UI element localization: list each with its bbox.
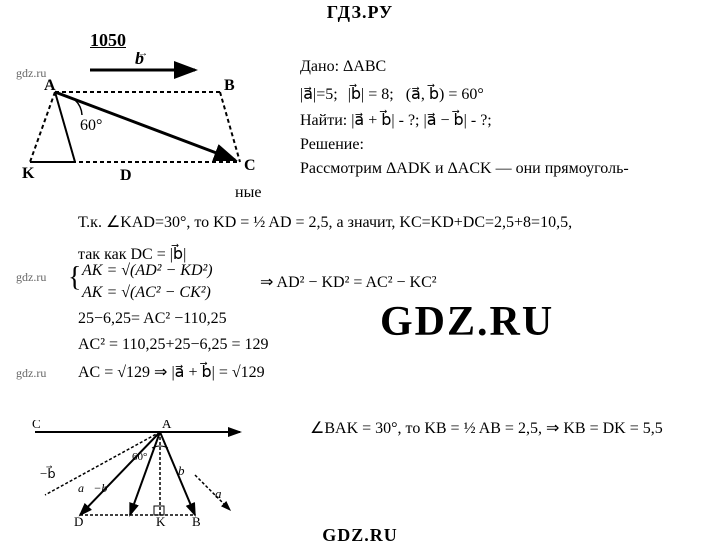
- big-watermark: GDZ.RU: [380, 298, 554, 346]
- svg-text:C: C: [244, 157, 256, 174]
- svg-text:−b⃗: −b⃗: [40, 466, 56, 481]
- svg-text:60°: 60°: [80, 117, 102, 134]
- svg-text:B: B: [224, 77, 235, 94]
- given-line1: |a⃗|=5; |b⃗| = 8; (a⃗, b⃗) = 60°: [300, 84, 484, 104]
- sol-s1: Т.к. ∠KAD=30°, то KD = ½ AD = 2,5, а зна…: [78, 212, 572, 232]
- svg-text:K: K: [22, 165, 35, 182]
- svg-text:A: A: [44, 77, 56, 94]
- svg-text:D: D: [74, 514, 83, 529]
- svg-text:B: B: [192, 514, 201, 529]
- sol-s5: AC² = 110,25+25−6,25 = 129: [78, 336, 269, 354]
- given-line4b: ные: [235, 184, 261, 202]
- g1a: |a⃗|=5;: [300, 86, 338, 103]
- svg-text:→: →: [138, 52, 148, 59]
- given-line2: Найти: |a⃗ + b⃗| - ?; |a⃗ − b⃗| - ?;: [300, 110, 492, 130]
- header-watermark: ГДЗ.РУ: [327, 2, 393, 23]
- svg-text:A: A: [162, 420, 172, 431]
- given-line3: Решение:: [300, 136, 364, 154]
- watermark-small-3: gdz.ru: [16, 366, 46, 381]
- svg-text:a⃗: a⃗: [215, 486, 232, 501]
- svg-text:D: D: [120, 167, 132, 184]
- footer-watermark: GDZ.RU: [322, 525, 398, 546]
- svg-text:a⃗−b⃗: a⃗−b⃗: [78, 481, 117, 495]
- diagram-2: C A −b⃗ b⃗ a⃗−b⃗ 60° D K B a⃗: [30, 420, 250, 530]
- problem-number: 1050: [90, 30, 126, 51]
- sol-s4: 25−6,25= AC² −110,25: [78, 310, 227, 328]
- svg-text:b⃗: b⃗: [178, 463, 195, 478]
- given-line4: Рассмотрим ΔADK и ΔACK — они прямоуголь-: [300, 160, 629, 178]
- sol-s6: AC = √129 ⇒ |a⃗ + b⃗| = √129: [78, 362, 265, 382]
- watermark-small-2: gdz.ru: [16, 270, 46, 285]
- svg-text:K: K: [156, 514, 166, 529]
- sol-s7: ∠BAK = 30°, то KB = ½ AB = 2,5, ⇒ KB = D…: [310, 418, 663, 438]
- svg-text:60°: 60°: [132, 451, 147, 463]
- diagram-1: b → 60° A B C D K: [20, 52, 270, 192]
- sol-s3imp: ⇒ AD² − KD² = AC² − KC²: [260, 272, 437, 292]
- given-title: Дано: ΔABC: [300, 58, 386, 76]
- sol-s3a: AK = √(AD² − KD²): [82, 262, 213, 280]
- sol-s2: так как DC = |b⃗|: [78, 244, 186, 264]
- brace-icon: {: [68, 262, 81, 294]
- svg-text:C: C: [32, 420, 41, 431]
- sol-s3b: AK = √(AC² − CK²): [82, 284, 211, 302]
- g1b: |b⃗| = 8;: [348, 86, 394, 103]
- g1c: (a⃗, b⃗) = 60°: [406, 86, 484, 103]
